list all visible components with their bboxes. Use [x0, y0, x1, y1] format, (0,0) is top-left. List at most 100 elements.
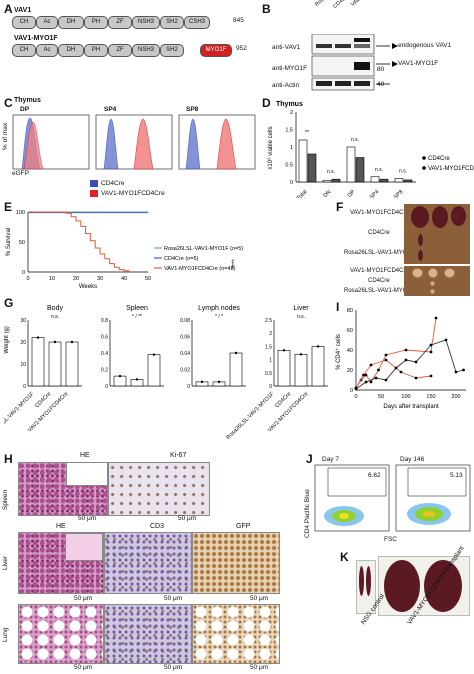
- d-ytick: 1.5: [285, 128, 293, 134]
- g-bar: [311, 346, 325, 387]
- histo-title-dp: DP: [20, 106, 30, 113]
- d-ytick: 1: [290, 145, 293, 151]
- i-ytick: 20: [347, 368, 353, 374]
- j-percent-1: 6.62: [368, 472, 381, 479]
- histogram-sp4: [95, 114, 173, 170]
- g-point: [316, 345, 320, 348]
- scale-8: 50 μm: [250, 664, 269, 671]
- lymph-node-4: [430, 281, 435, 286]
- g-point: [135, 378, 139, 381]
- g-point: [299, 353, 303, 356]
- fusion-domain-nsh3: NSH3: [132, 44, 160, 57]
- spleen-he-image: [18, 462, 108, 516]
- d-xtick: DP: [347, 189, 357, 198]
- d-bar: [331, 178, 341, 183]
- d-bar: [355, 157, 365, 183]
- panel-label-e: E: [4, 200, 13, 214]
- h-bottom-cd3: CD3: [150, 523, 165, 530]
- h-top-ki67: Ki-67: [170, 452, 187, 459]
- vav1-domain-ac: Ac: [36, 16, 58, 29]
- k-spleen-transplant-1: [384, 560, 420, 612]
- g-ytick: 0.04: [180, 351, 190, 357]
- e-xlabel: Weeks: [79, 284, 97, 290]
- g-bar: [31, 337, 45, 387]
- cd4-timecourse-chart: 0 20 40 60 80 0 50 100 150 200 % CD4⁺ cells Days af…: [335, 308, 466, 410]
- spleen-fusion-1: [411, 206, 429, 228]
- i-point: [462, 368, 465, 372]
- fusion-label: VAV1-MYO1F: [14, 35, 58, 42]
- i-point: [414, 376, 418, 380]
- g-ytick: 30: [20, 318, 26, 324]
- fusion-domain-dh: DH: [58, 44, 84, 57]
- k-spleen-transplant-2: [424, 560, 462, 612]
- i-ytick: 60: [347, 328, 353, 334]
- histogram-sp8: [178, 114, 256, 170]
- f-row-4: VAV1-MYO1FCD4Cre: [350, 268, 409, 274]
- g-title: Body: [47, 305, 63, 312]
- d-legend-1: CD4Cre: [428, 156, 450, 162]
- g-bar: [277, 350, 291, 387]
- vav1-label: VAV1: [14, 7, 32, 14]
- g-bar: [147, 354, 161, 387]
- i-xlabel: Days after transplant: [383, 404, 439, 410]
- g-ytick: 2: [269, 331, 272, 337]
- i-point: [377, 368, 380, 372]
- g-bar: [294, 354, 308, 387]
- fusion-domain-sh2: SH2: [160, 44, 184, 57]
- i-ylabel: % CD4⁺ cells: [335, 334, 342, 370]
- g-ytick: 0: [187, 384, 190, 390]
- scale-3: 50 μm: [74, 595, 93, 602]
- e-xtick: 40: [121, 276, 127, 282]
- i-xtick: 0: [354, 394, 357, 400]
- g-annotation: n.s.: [51, 314, 59, 320]
- panel-label-c: C: [4, 96, 13, 110]
- f-row-6: Rosa26LSL-VAV1-MYO1F: [344, 288, 415, 294]
- legend-cd4cre: CD4Cre: [101, 180, 125, 187]
- d-annotation: n.s.: [351, 137, 359, 143]
- i-ytick: 40: [347, 348, 353, 354]
- d-xtick: Total: [296, 189, 308, 198]
- panel-label-j: J: [306, 452, 313, 466]
- flow-plots: [314, 464, 471, 532]
- j-day-1: Day 7: [322, 456, 339, 463]
- g-ytick: 0.8: [101, 318, 108, 324]
- d-annotation: n.s.: [327, 169, 335, 175]
- d-ytick: 0.5: [285, 163, 293, 169]
- g-ytick: 0: [23, 384, 26, 390]
- fusion-domain-ph: PH: [84, 44, 108, 57]
- panel-label-k: K: [340, 550, 349, 564]
- i-point: [369, 380, 373, 384]
- spleen-cd4cre: [418, 234, 423, 246]
- western-blot: [311, 34, 398, 91]
- scale-7: 50 μm: [164, 664, 183, 671]
- i-point: [429, 350, 433, 354]
- g-ylabel: Weight (g): [4, 326, 10, 354]
- g-ytick: 0: [269, 384, 272, 390]
- d-xtick: SP8: [393, 189, 405, 198]
- d-legend-marker-1: [422, 156, 426, 160]
- e-legend: VAV1-MYO1FCD4Cre (n=48): [164, 266, 236, 272]
- i-point: [374, 376, 378, 380]
- scale-4: 50 μm: [164, 595, 183, 602]
- vav1-domain-dh: DH: [58, 16, 84, 29]
- d-annotation: n.s.: [375, 167, 383, 173]
- i-point: [399, 370, 403, 374]
- g-ytick: 0.5: [265, 371, 272, 377]
- d-ylabel: x10⁶ viable cells: [267, 126, 274, 169]
- e-ylabel: % Survival: [6, 228, 12, 256]
- lane-label-fusion: VAV1-MYO1FCD4Cre: [350, 0, 395, 8]
- g-ytick: 0: [105, 384, 108, 390]
- histo-xlabel: eGFP: [12, 170, 29, 177]
- j-percent-2: 5.13: [450, 472, 463, 479]
- i-xtick: 50: [378, 394, 384, 400]
- marker-80: 80: [377, 66, 385, 73]
- g-point: [118, 374, 122, 378]
- e-xtick: 50: [145, 276, 151, 282]
- e-ytick: 0: [22, 270, 25, 276]
- i-point: [414, 360, 418, 364]
- g-annotation: n.s.: [297, 314, 305, 320]
- i-point: [404, 358, 408, 362]
- g-point: [36, 336, 40, 339]
- d-xtick: SP4: [369, 189, 381, 198]
- histograms: [12, 114, 256, 170]
